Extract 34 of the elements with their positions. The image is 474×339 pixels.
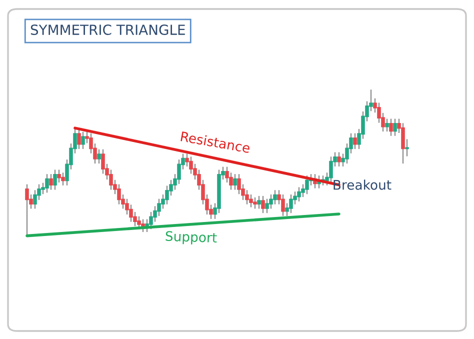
candlestick: [97, 149, 101, 164]
candlestick: [233, 174, 237, 190]
candlestick: [265, 198, 269, 214]
candlestick: [405, 139, 409, 156]
series-label: Support: [166, 230, 217, 246]
candlestick: [337, 152, 341, 166]
candlestick: [81, 132, 85, 149]
annotation: Breakout: [334, 180, 392, 190]
candlestick: [273, 190, 277, 204]
candlestick: [289, 194, 293, 214]
candlestick: [261, 196, 265, 214]
candlestick: [329, 156, 333, 182]
chart-title: SYMMETRIC TRIANGLE: [30, 24, 185, 36]
candlestick: [57, 170, 61, 182]
candlestick: [385, 118, 389, 132]
candlestick: [281, 194, 285, 216]
candlestick: [249, 194, 253, 208]
candlestick: [393, 118, 397, 136]
candlestick: [25, 184, 29, 236]
text: Resistance: [180, 131, 250, 154]
candlestick: [61, 172, 65, 186]
candlestick: [45, 174, 49, 193]
candlestick: [49, 174, 53, 190]
candlestick: [297, 187, 301, 202]
candlestick: [353, 133, 357, 149]
candlestick: [389, 118, 393, 136]
candlestick: [253, 197, 257, 209]
candlestick: [77, 128, 81, 149]
candlestick: [53, 170, 57, 190]
candlestick: [257, 196, 261, 209]
candlestick: [401, 123, 405, 164]
candlestick: [269, 194, 273, 209]
candlestick: [305, 176, 309, 194]
candlestick: [117, 184, 121, 204]
